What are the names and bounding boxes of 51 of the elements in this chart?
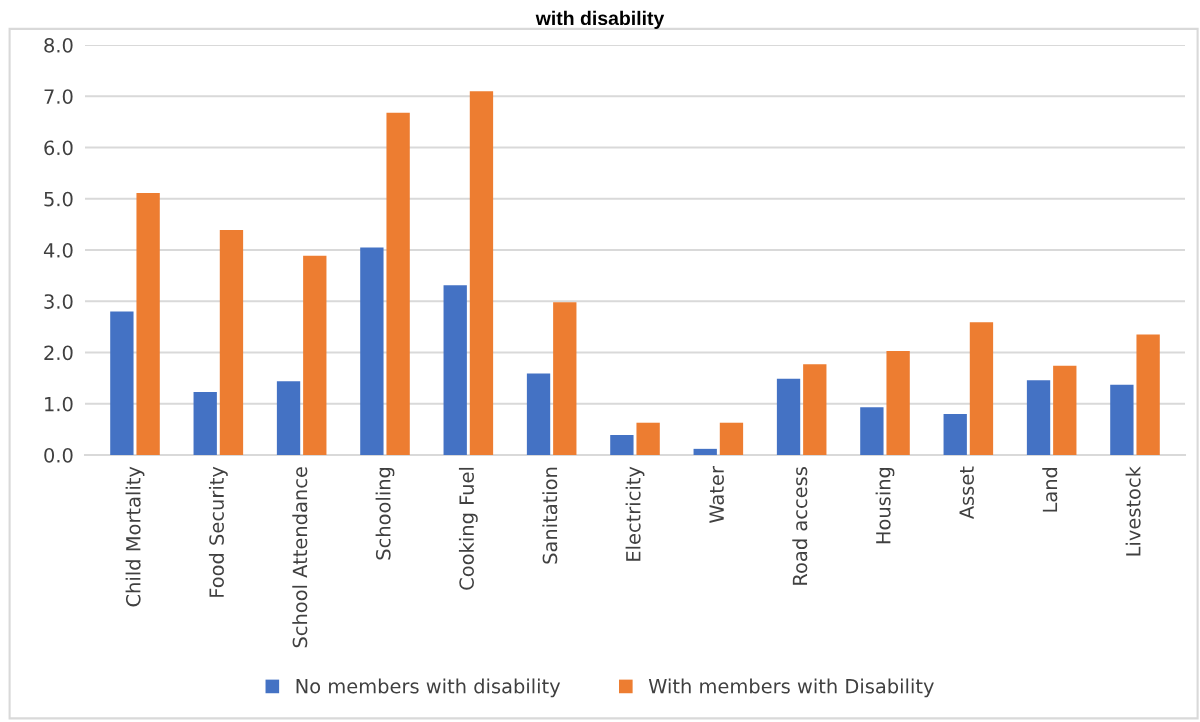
bar [553,302,577,455]
y-tick-label: 6.0 [44,140,73,156]
x-tick-label: Livestock [1125,466,1141,556]
bar [193,391,217,455]
x-tick-label: Electricity [625,466,645,561]
y-tick-label: 5.0 [44,191,73,207]
x-tick-label: Asset [959,466,974,520]
bar [110,311,134,455]
bar [360,247,384,455]
bar [719,422,744,455]
bar [886,350,910,455]
x-tick-label: Sanitation [542,467,558,564]
bar [303,255,327,455]
bar [469,91,494,455]
bar [386,112,410,455]
bar [219,230,244,455]
x-tick-label: Road access [792,467,808,585]
x-tick-label: Housing [875,467,895,544]
legend-label: With members with Disability [648,678,934,698]
legend-label: No members with disability [296,678,561,698]
bar [610,435,634,455]
bar [803,364,827,455]
bar [1136,334,1160,455]
bar [860,407,884,455]
bar [969,322,994,455]
bar [276,381,301,455]
x-tick-label: Cooking Fuel [458,467,478,590]
bar [136,193,160,455]
x-tick-label: Food Security [208,466,228,597]
y-tick-label: 2.0 [44,345,73,361]
x-tick-label: Schooling [375,467,395,560]
bar [943,414,967,455]
x-tick-label: Water [709,466,724,523]
y-tick-label: 4.0 [43,242,73,258]
bar [443,285,467,455]
bar [1110,384,1134,455]
y-tick-label: 7.0 [44,89,73,104]
x-tick-label: Land [1042,467,1058,512]
y-tick-label: 1.0 [45,396,73,412]
bar [1053,365,1077,455]
bar [526,373,551,455]
bar [1026,380,1051,455]
y-tick-label: 3.0 [44,294,73,309]
x-tick-label: Child Mortality [125,466,145,607]
chart-title: with disability [535,10,665,29]
bar [776,378,801,455]
y-tick-label: 8.0 [44,37,73,53]
bar [693,448,717,455]
bar [636,422,660,455]
x-tick-label: School Attendance [292,467,308,648]
y-tick-label: 0.0 [44,447,73,463]
